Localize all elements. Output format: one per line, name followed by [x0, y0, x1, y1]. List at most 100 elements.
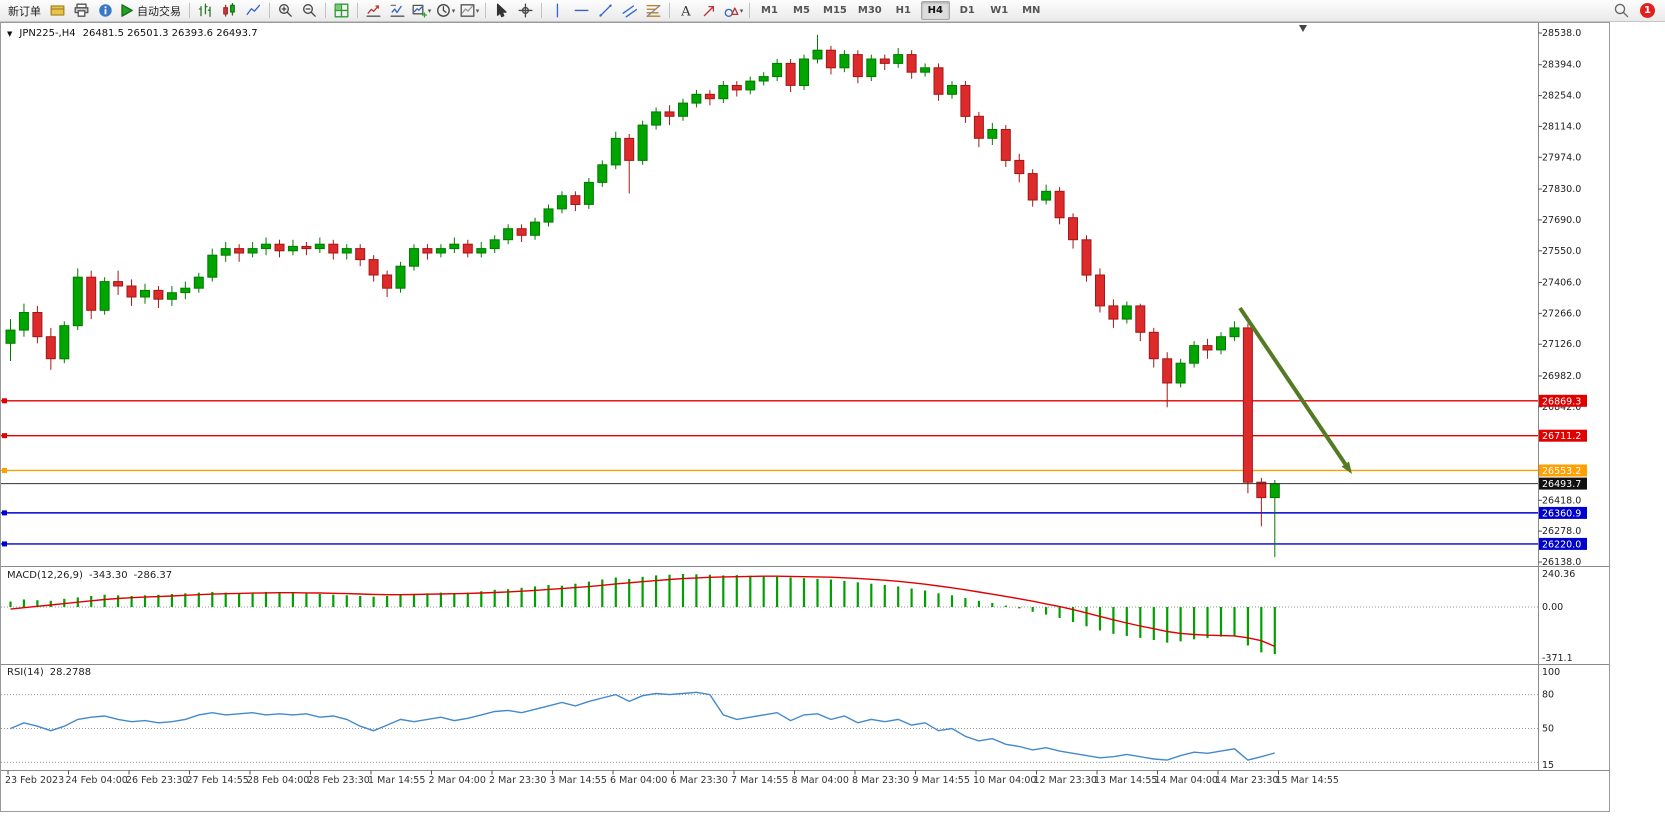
horizontal-line[interactable] — [1, 510, 1538, 516]
channel-button[interactable] — [618, 0, 641, 21]
macd-scale[interactable]: 240.36 0.00 -371.1 — [1542, 569, 1575, 664]
toolbar-separator — [749, 3, 750, 18]
macd-histogram — [9, 574, 1276, 655]
horizontal-line[interactable] — [1, 541, 1538, 547]
chart-canvas[interactable]: 28538.0 28394.0 28254.0 28114.0 27974.0 27830… — [0, 22, 1612, 812]
chart-menu-caret-icon[interactable]: ▼ — [7, 29, 13, 38]
grid-icon — [334, 3, 349, 18]
timeframe-w1-button[interactable]: W1 — [990, 5, 1009, 16]
zoom-out-icon — [302, 3, 317, 18]
periods-dropdown-caret-icon: ▾ — [451, 6, 456, 15]
new-chart-button[interactable]: ▾ — [410, 0, 433, 21]
tile-windows-button[interactable] — [330, 0, 353, 21]
hline-handle[interactable] — [2, 467, 7, 473]
timeframe-mn-button[interactable]: MN — [1022, 5, 1041, 16]
info-button[interactable] — [94, 0, 117, 21]
macd-scale-label: 240.36 — [1542, 569, 1575, 580]
price-tick-label: 27974.0 — [1542, 152, 1581, 163]
horizontal-line[interactable] — [1, 398, 1538, 404]
timeframe-m1-button[interactable]: M1 — [761, 5, 778, 16]
hline-handle[interactable] — [2, 510, 7, 516]
hline-handle[interactable] — [2, 433, 7, 439]
chart-line-button[interactable] — [242, 0, 265, 21]
arrows-button[interactable] — [698, 0, 721, 21]
play-icon — [119, 3, 134, 18]
price-tick-label: 27126.0 — [1542, 339, 1581, 350]
periods-dropdown[interactable]: ▾ — [434, 0, 457, 21]
fibonacci-button[interactable] — [642, 0, 665, 21]
linechart-icon — [246, 3, 261, 18]
time-tick-label: 6 Mar 23:30 — [671, 775, 728, 786]
price-tick-label: 28394.0 — [1542, 60, 1581, 71]
price-tick-label: 27406.0 — [1542, 278, 1581, 289]
template-icon — [460, 3, 475, 18]
svg-text:26493.7: 26493.7 — [1542, 479, 1581, 490]
zoom-in-button[interactable] — [274, 0, 297, 21]
horizontal-line[interactable] — [1, 433, 1538, 439]
trendline-icon — [598, 3, 613, 18]
time-tick-label: 2 Mar 04:00 — [429, 775, 486, 786]
hline-handle[interactable] — [2, 398, 7, 404]
new-order-button[interactable]: 新订单 — [4, 0, 45, 21]
time-tick-label: 12 Mar 23:30 — [1034, 775, 1097, 786]
timeframe-d1-button[interactable]: D1 — [959, 5, 975, 16]
search-icon[interactable] — [1610, 0, 1633, 21]
arrows-icon — [702, 3, 717, 18]
price-tick-label: 27550.0 — [1542, 246, 1581, 257]
timeframe-h4-button[interactable]: H4 — [920, 1, 950, 20]
profiles-button[interactable] — [46, 0, 69, 21]
chart-candles-button[interactable] — [218, 0, 241, 21]
price-tick-label: 28254.0 — [1542, 91, 1581, 102]
new-chart-button-caret-icon: ▾ — [427, 6, 432, 15]
hline-handle[interactable] — [2, 541, 7, 547]
hline-price-label: 26553.2 — [1539, 464, 1587, 477]
svg-text:26869.3: 26869.3 — [1542, 396, 1581, 407]
rsi-name: RSI(14) — [7, 667, 44, 678]
trend-arrow[interactable] — [1238, 306, 1352, 474]
indicators-button[interactable] — [362, 0, 385, 21]
shapes-dropdown[interactable]: ▾ — [722, 0, 745, 21]
rsi-value: 28.2788 — [49, 667, 92, 678]
autotrading-button-label: 自动交易 — [137, 4, 181, 18]
indicator-list-button[interactable] — [386, 0, 409, 21]
horizontal-line[interactable] — [1, 467, 1538, 473]
bars-icon — [198, 3, 213, 18]
text-button[interactable]: A — [674, 0, 697, 21]
trendline-button[interactable] — [594, 0, 617, 21]
svg-text:26553.2: 26553.2 — [1542, 466, 1581, 477]
info-icon — [98, 3, 113, 18]
macd-value-main: -343.30 — [88, 570, 128, 581]
cursor-button[interactable] — [490, 0, 513, 21]
macd-label: MACD(12,26,9) -343.30 -286.37 — [7, 570, 172, 581]
rsi-label: RSI(14) 28.2788 — [7, 667, 91, 678]
crosshair-button[interactable] — [514, 0, 537, 21]
candles — [5, 34, 1280, 558]
vertical-line-button[interactable] — [546, 0, 569, 21]
chart-window: 28538.0 28394.0 28254.0 28114.0 27974.0 27830… — [0, 22, 1612, 812]
timeframe-h1-button[interactable]: H1 — [895, 5, 911, 16]
timeframe-m30-button[interactable]: M30 — [857, 5, 882, 16]
print-button[interactable] — [70, 0, 93, 21]
autotrading-button[interactable]: 自动交易 — [118, 0, 185, 21]
zoom-out-button[interactable] — [298, 0, 321, 21]
rsi-scale[interactable]: 100 80 50 15 — [1542, 667, 1560, 771]
templates-dropdown[interactable]: ▾ — [458, 0, 481, 21]
toolbar-separator — [325, 3, 326, 18]
clock-icon — [436, 3, 451, 18]
timeframe-m5-button[interactable]: M5 — [793, 5, 810, 16]
time-tick-label: 3 Mar 14:55 — [550, 775, 607, 786]
chart-shift-marker[interactable] — [1299, 25, 1307, 32]
time-tick-label: 15 Mar 14:55 — [1276, 775, 1339, 786]
fibo-icon — [646, 3, 661, 18]
price-tick-label: 28114.0 — [1542, 122, 1581, 133]
chart-bars-button[interactable] — [194, 0, 217, 21]
notification-badge[interactable]: 1 — [1640, 3, 1655, 18]
horizontal-line-button[interactable] — [570, 0, 593, 21]
time-tick-label: 28 Feb 23:30 — [308, 775, 370, 786]
price-tick-label: 26138.0 — [1542, 557, 1581, 568]
svg-text:A: A — [680, 4, 691, 18]
timeframe-m15-button[interactable]: M15 — [823, 5, 847, 16]
price-scale[interactable]: 28538.0 28394.0 28254.0 28114.0 27974.0 27830… — [1538, 28, 1581, 568]
